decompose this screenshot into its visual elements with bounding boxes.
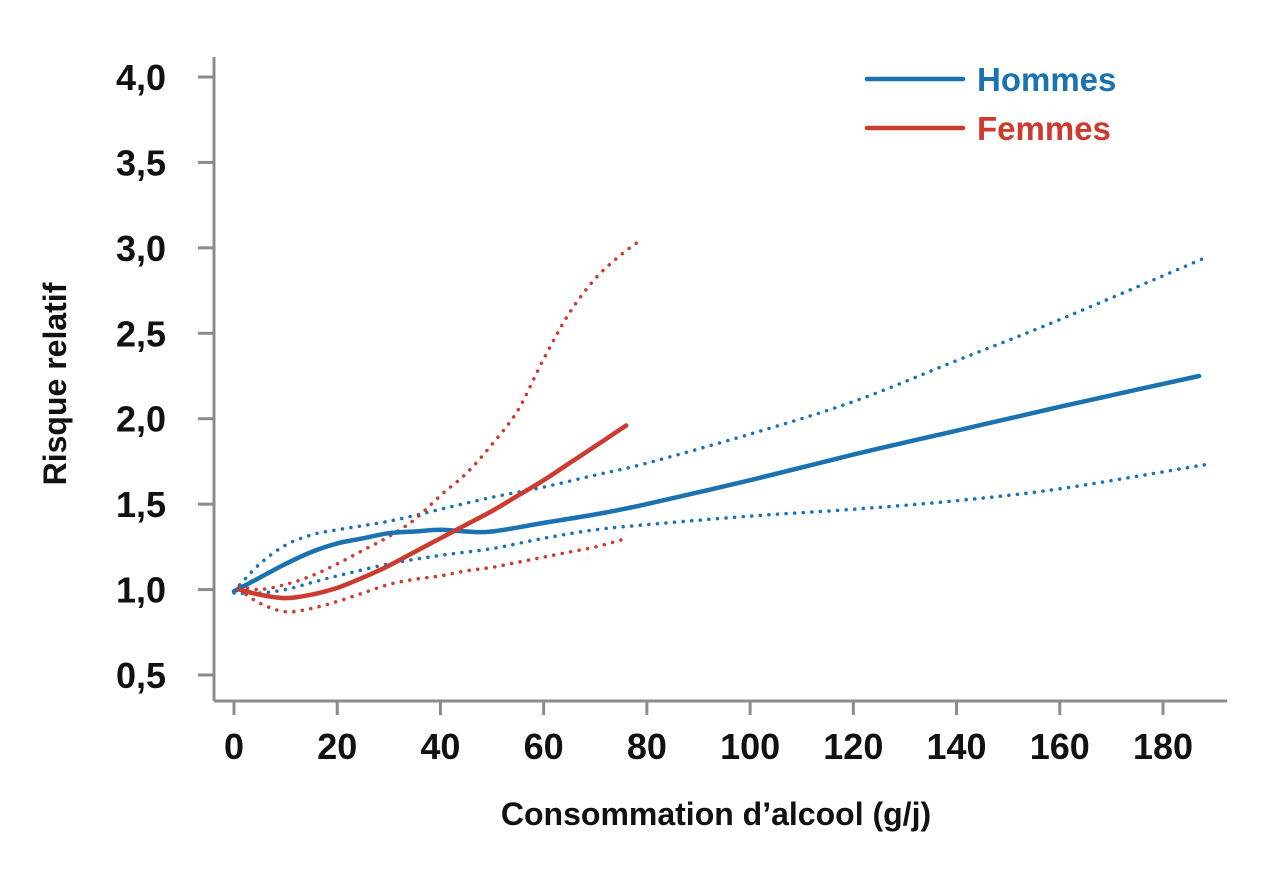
series-line-femmes (236, 423, 629, 601)
series-line-femmes-ci (237, 538, 623, 614)
axes: 0,5 1,0 1,5 2,0 2,5 3,0 3,5 4,0 0 20 40 60 80 100 120 1… (116, 57, 1227, 767)
y-tick-label: 1,5 (116, 484, 166, 525)
y-tick-label: 4,0 (116, 57, 166, 98)
series-line-hommes-ci (232, 256, 1207, 594)
series-layer (231, 237, 1207, 614)
y-tick-label: 1,0 (116, 570, 166, 611)
x-tick-label: 180 (1133, 726, 1193, 767)
x-tick-label: 0 (224, 726, 244, 767)
legend: Hommes Femmes (864, 61, 1116, 147)
legend-label: Hommes (977, 61, 1116, 98)
series-line-hommes (231, 373, 1202, 594)
y-tick-label: 2,0 (116, 399, 166, 440)
x-tick-label: 80 (627, 726, 667, 767)
y-tick-label: 3,5 (116, 142, 166, 183)
y-tick-label: 3,0 (116, 228, 166, 269)
y-tick-label: 2,5 (116, 313, 166, 354)
x-axis-title: Consommation d’alcool (g/j) (501, 796, 931, 832)
x-tick-label: 140 (927, 726, 987, 767)
y-tick-label: 0,5 (116, 655, 166, 696)
x-tick-label: 120 (823, 726, 883, 767)
x-tick-label: 20 (317, 726, 357, 767)
x-tick-label: 160 (1030, 726, 1090, 767)
series-line-hommes-ci (232, 463, 1207, 596)
x-tick-label: 100 (720, 726, 780, 767)
y-axis-title: Risque relatif (37, 282, 73, 485)
x-tick-label: 60 (524, 726, 564, 767)
x-tick-label: 40 (420, 726, 460, 767)
legend-label: Femmes (977, 110, 1111, 147)
